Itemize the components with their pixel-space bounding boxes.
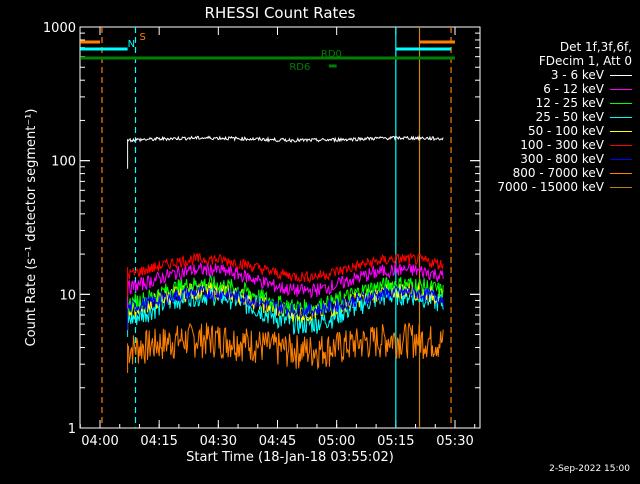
legend-swatch: [610, 144, 632, 146]
flag-label: S: [139, 32, 145, 43]
x-tick-label: 04:45: [259, 434, 296, 449]
legend-entry: 100 - 300 keV: [467, 138, 632, 152]
legend-swatch: [610, 172, 632, 174]
plot-frame: [79, 26, 481, 429]
series-line: [127, 285, 444, 319]
legend-entry: 7000 - 15000 keV: [467, 180, 632, 194]
footer-date: 2-Sep-2022 15:00: [549, 464, 630, 474]
legend-label: 50 - 100 keV: [527, 124, 604, 138]
legend-label: 300 - 800 keV: [520, 152, 604, 166]
legend-label: 12 - 25 keV: [535, 96, 604, 110]
x-tick-label: 05:15: [377, 434, 414, 449]
y-tick-label: 10: [59, 288, 76, 303]
series-line: [127, 252, 444, 284]
legend-label: 800 - 7000 keV: [512, 166, 604, 180]
x-tick-label: 05:00: [318, 434, 355, 449]
legend-entry: 300 - 800 keV: [467, 152, 632, 166]
legend-label: 7000 - 15000 keV: [497, 180, 604, 194]
flag-label: N: [128, 39, 135, 50]
chart-title: RHESSI Count Rates: [205, 4, 356, 22]
y-tick-label: 100: [51, 155, 76, 170]
legend-swatch: [610, 116, 632, 118]
legend-label: 25 - 50 keV: [535, 110, 604, 124]
y-tick-label: 1: [68, 422, 76, 437]
legend: Det 1f,3f,6f, FDecim 1, Att 0 3 - 6 keV 6…: [467, 40, 632, 194]
y-tick-label: 1000: [43, 21, 76, 36]
legend-header-line-1: Det 1f,3f,6f,: [559, 40, 632, 54]
legend-label: 100 - 300 keV: [520, 138, 604, 152]
legend-entry: 800 - 7000 keV: [467, 166, 632, 180]
legend-entry: 25 - 50 keV: [467, 110, 632, 124]
legend-entry: 50 - 100 keV: [467, 124, 632, 138]
x-tick-label: 04:00: [81, 434, 118, 449]
series-line: [127, 322, 444, 371]
y-axis-label: Count Rate (s⁻¹ detector segment⁻¹): [24, 109, 39, 347]
legend-entry: 3 - 6 keV: [467, 68, 632, 82]
legend-entry: 6 - 12 keV: [467, 82, 632, 96]
x-tick-label: 04:30: [200, 434, 237, 449]
series-line: [127, 261, 444, 299]
legend-label: 6 - 12 keV: [543, 82, 604, 96]
legend-swatch: [610, 158, 632, 160]
legend-swatch: [610, 130, 632, 132]
legend-header-line-2: FDecim 1, Att 0: [538, 54, 632, 68]
x-tick-label: 04:15: [140, 434, 177, 449]
legend-swatch: [610, 88, 632, 90]
legend-entry: 12 - 25 keV: [467, 96, 632, 110]
legend-swatch: [610, 102, 632, 104]
x-tick-label: 05:30: [436, 434, 473, 449]
flag-label: RD0: [321, 49, 342, 60]
series-line: [127, 285, 444, 335]
legend-swatch: [610, 186, 632, 188]
series-line: [127, 134, 444, 143]
flag-label: RD6: [289, 62, 310, 73]
x-axis-label: Start Time (18-Jan-18 03:55:02): [186, 450, 394, 465]
legend-swatch: [610, 74, 632, 76]
legend-label: 3 - 6 keV: [550, 68, 604, 82]
